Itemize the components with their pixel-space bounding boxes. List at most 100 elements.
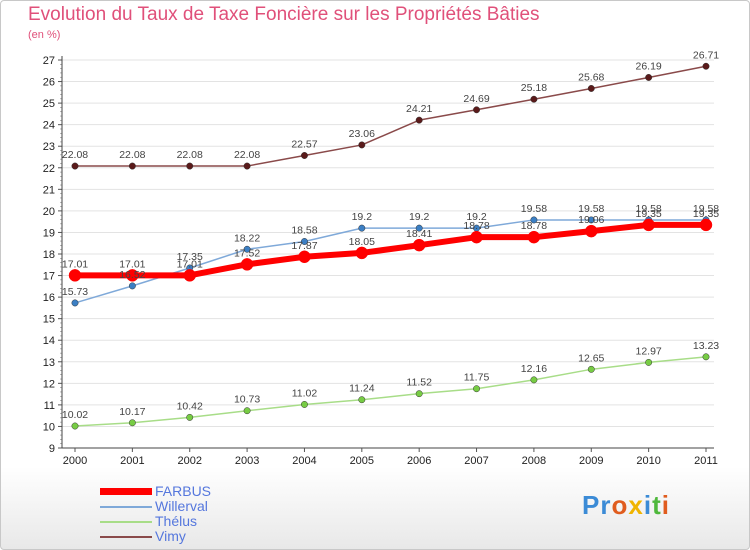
x-tick-label: 2003 <box>235 455 259 467</box>
x-tick-label: 2002 <box>177 455 201 467</box>
y-tick-label: 26 <box>43 77 55 89</box>
data-label: 19.58 <box>693 203 719 215</box>
data-point <box>585 224 598 238</box>
chart-data-labels: 22.08 22.08 22.08 22.08 22.57 23.06 24.21 24.69… <box>62 49 719 421</box>
x-tick-label: 2007 <box>464 455 488 467</box>
data-label: 17.01 <box>119 258 145 270</box>
data-point <box>473 385 480 393</box>
data-point <box>530 376 538 384</box>
data-point <box>71 422 79 430</box>
y-tick-label: 20 <box>43 206 55 218</box>
legend-label: FARBUS <box>155 483 212 499</box>
data-point <box>645 74 653 81</box>
data-point <box>587 365 595 373</box>
legend-label: Thélus <box>155 513 198 529</box>
chart-series <box>68 62 713 430</box>
data-label: 22.08 <box>119 149 145 161</box>
data-point <box>355 246 369 260</box>
data-label: 22.57 <box>291 138 317 150</box>
data-point <box>470 230 483 244</box>
legend-label: Willerval <box>155 498 208 514</box>
data-label: 10.42 <box>177 400 203 412</box>
y-tick-label: 17 <box>43 271 55 283</box>
data-point <box>415 224 423 232</box>
logo-letter: t <box>652 490 662 520</box>
data-point <box>71 299 79 307</box>
y-tick-label: 15 <box>43 314 55 326</box>
y-tick-label: 24 <box>43 120 55 132</box>
data-point <box>702 353 710 361</box>
x-tick-label: 2004 <box>292 455 316 467</box>
data-label: 18.58 <box>291 224 317 236</box>
data-label: 17.35 <box>177 251 203 263</box>
data-label: 26.19 <box>635 60 661 72</box>
data-point <box>301 401 308 408</box>
proxiti-logo: Proxiti <box>582 490 670 521</box>
data-point <box>699 218 713 232</box>
data-point <box>128 419 136 427</box>
logo-letter: P <box>582 490 601 520</box>
y-tick-label: 16 <box>43 292 55 304</box>
series-line <box>72 221 709 279</box>
y-tick-label: 12 <box>43 378 55 390</box>
data-label: 22.08 <box>234 149 260 161</box>
data-point <box>243 245 251 253</box>
data-label: 12.65 <box>578 352 604 364</box>
data-label: 22.08 <box>177 149 203 161</box>
data-point <box>358 396 366 404</box>
data-label: 23.06 <box>349 128 375 140</box>
data-point <box>71 162 79 170</box>
y-tick-label: 27 <box>43 55 55 67</box>
data-label: 18.22 <box>234 232 260 244</box>
data-label: 12.97 <box>635 345 661 357</box>
data-point <box>527 230 541 244</box>
logo-letter: r <box>600 490 612 520</box>
x-tick-label: 2005 <box>350 455 374 467</box>
logo-letter: o <box>611 490 629 520</box>
data-point <box>358 224 366 232</box>
data-label: 10.73 <box>234 394 260 406</box>
data-label: 24.21 <box>406 103 432 115</box>
data-point <box>473 106 480 114</box>
data-label: 11.24 <box>349 383 375 395</box>
data-point <box>243 162 251 170</box>
data-label: 18.05 <box>349 236 375 248</box>
y-tick-label: 9 <box>49 443 55 455</box>
data-label: 17.52 <box>234 247 260 259</box>
data-label: 22.08 <box>62 149 88 161</box>
series-line <box>74 356 707 427</box>
data-point <box>587 216 595 224</box>
y-tick-label: 22 <box>43 163 55 175</box>
data-label: 19.58 <box>521 203 547 215</box>
y-tick-label: 25 <box>43 98 55 110</box>
data-label: 17.01 <box>62 258 88 270</box>
data-label: 19.2 <box>409 211 430 223</box>
y-tick-label: 18 <box>43 249 55 261</box>
logo-letter: i <box>661 490 670 520</box>
data-label: 25.68 <box>578 71 604 83</box>
data-label: 16.52 <box>119 269 145 281</box>
data-point <box>183 269 196 282</box>
data-label: 19.58 <box>635 203 661 215</box>
x-tick-label: 2006 <box>407 455 431 467</box>
chart-axes: 9 10 11 12 13 14 15 16 17 18 19 20 21 22 23 24 25 26 27 200… <box>43 55 718 467</box>
y-tick-label: 13 <box>43 357 55 369</box>
data-point <box>530 216 538 224</box>
y-tick-label: 21 <box>43 184 55 196</box>
data-label: 19.35 <box>693 208 719 220</box>
data-point <box>645 358 653 366</box>
data-label: 10.17 <box>119 406 145 418</box>
data-label: 18.78 <box>521 220 547 232</box>
data-label: 11.75 <box>464 372 490 384</box>
data-label: 11.52 <box>406 377 432 389</box>
y-tick-label: 23 <box>43 141 55 153</box>
data-point <box>412 238 426 252</box>
data-point <box>702 62 710 70</box>
data-label: 17.87 <box>291 240 317 252</box>
data-label: 13.23 <box>693 340 719 352</box>
data-point <box>530 95 538 103</box>
chart-title: Evolution du Taux de Taxe Foncière sur l… <box>28 4 540 25</box>
line-chart: 9 10 11 12 13 14 15 16 17 18 19 20 21 22 23 24 25 26 27 200… <box>43 49 720 467</box>
x-tick-label: 2000 <box>63 455 87 467</box>
data-point <box>186 162 194 170</box>
